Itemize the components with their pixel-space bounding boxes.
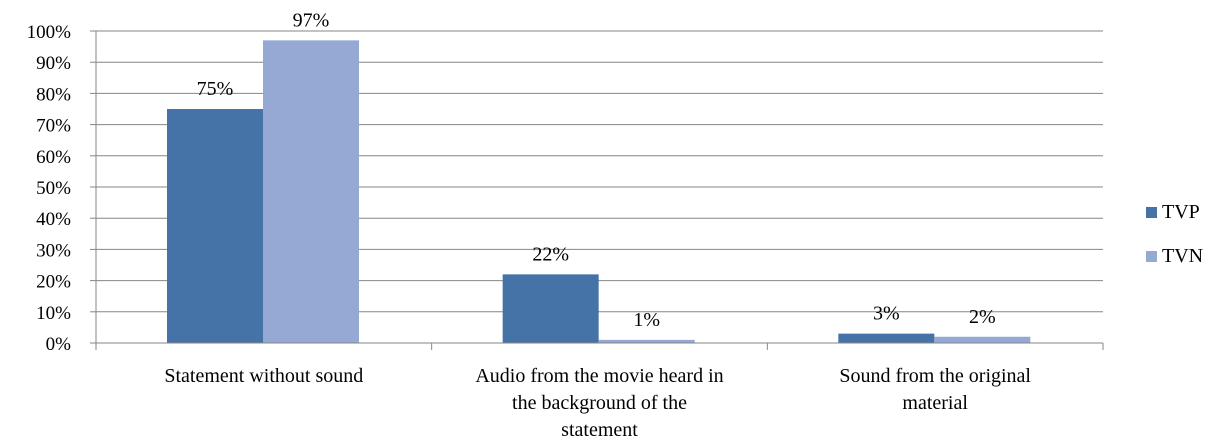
y-tick-label: 20% — [36, 272, 71, 293]
data-labels: 75% 22% 3% 97% 1% 2% — [197, 9, 996, 331]
bar-tvp-3 — [838, 333, 935, 343]
y-tick-label: 0% — [46, 334, 72, 355]
legend-label-tvp: TVP — [1162, 201, 1200, 223]
bars — [167, 40, 1031, 344]
y-tick-label: 90% — [36, 53, 71, 74]
data-label: 3% — [873, 303, 900, 325]
legend-swatch-tvp — [1146, 207, 1157, 218]
legend: TVP TVN — [1146, 201, 1203, 267]
category-label: Sound from the original material — [839, 365, 1031, 414]
bar-tvp-1 — [167, 109, 263, 343]
y-axis-tick-labels: 0% 10% 20% 30% 40% 50% 60% 70% 80% 90% 100% — [27, 22, 72, 355]
data-label: 2% — [969, 306, 996, 328]
category-label: Statement without sound — [164, 365, 363, 387]
y-tick-label: 70% — [36, 116, 71, 137]
legend-label-tvn: TVN — [1162, 245, 1203, 267]
bar-tvp-2 — [502, 274, 599, 343]
y-tick-label: 60% — [36, 147, 71, 168]
y-tick-label: 30% — [36, 240, 71, 261]
bar-tvn-1 — [263, 40, 359, 344]
legend-swatch-tvn — [1146, 251, 1157, 262]
y-tick-label: 10% — [36, 303, 71, 324]
category-labels: Statement without sound Audio from the mo… — [164, 365, 1031, 441]
data-label: 22% — [532, 243, 569, 265]
category-label: Audio from the movie heard in the backgro… — [475, 365, 723, 441]
y-tick-label: 80% — [36, 84, 71, 105]
data-label: 97% — [293, 9, 330, 31]
bar-tvn-2 — [598, 339, 695, 343]
y-tick-label: 100% — [27, 22, 72, 43]
data-label: 75% — [197, 78, 234, 100]
bar-tvn-3 — [934, 336, 1031, 343]
y-tick-label: 50% — [36, 178, 71, 199]
axes — [90, 30, 1104, 350]
data-label: 1% — [633, 309, 660, 331]
y-tick-label: 40% — [36, 209, 71, 230]
